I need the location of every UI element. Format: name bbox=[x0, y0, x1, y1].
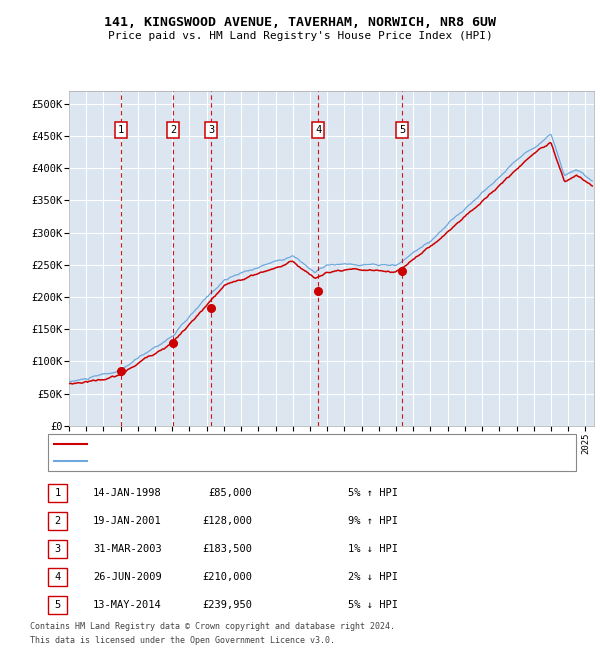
Text: 3: 3 bbox=[208, 125, 214, 135]
Text: 2% ↓ HPI: 2% ↓ HPI bbox=[348, 572, 398, 582]
Text: £85,000: £85,000 bbox=[208, 488, 252, 498]
Text: £183,500: £183,500 bbox=[202, 544, 252, 554]
Text: £239,950: £239,950 bbox=[202, 600, 252, 610]
Text: 4: 4 bbox=[315, 125, 322, 135]
Text: HPI: Average price, detached house, Broadland: HPI: Average price, detached house, Broa… bbox=[93, 456, 329, 465]
Text: 5% ↓ HPI: 5% ↓ HPI bbox=[348, 600, 398, 610]
Text: 141, KINGSWOOD AVENUE, TAVERHAM, NORWICH, NR8 6UW (detached house): 141, KINGSWOOD AVENUE, TAVERHAM, NORWICH… bbox=[93, 439, 439, 448]
Text: 19-JAN-2001: 19-JAN-2001 bbox=[93, 516, 162, 526]
Text: 3: 3 bbox=[55, 544, 61, 554]
Text: 2: 2 bbox=[55, 516, 61, 526]
Text: £128,000: £128,000 bbox=[202, 516, 252, 526]
Text: 31-MAR-2003: 31-MAR-2003 bbox=[93, 544, 162, 554]
Text: 141, KINGSWOOD AVENUE, TAVERHAM, NORWICH, NR8 6UW: 141, KINGSWOOD AVENUE, TAVERHAM, NORWICH… bbox=[104, 16, 496, 29]
Text: 13-MAY-2014: 13-MAY-2014 bbox=[93, 600, 162, 610]
Text: 5: 5 bbox=[55, 600, 61, 610]
Text: Price paid vs. HM Land Registry's House Price Index (HPI): Price paid vs. HM Land Registry's House … bbox=[107, 31, 493, 40]
Text: 1: 1 bbox=[55, 488, 61, 498]
Text: 5: 5 bbox=[399, 125, 406, 135]
Text: 9% ↑ HPI: 9% ↑ HPI bbox=[348, 516, 398, 526]
Text: 1: 1 bbox=[118, 125, 124, 135]
Text: £210,000: £210,000 bbox=[202, 572, 252, 582]
Text: 26-JUN-2009: 26-JUN-2009 bbox=[93, 572, 162, 582]
Text: 14-JAN-1998: 14-JAN-1998 bbox=[93, 488, 162, 498]
Text: 1% ↓ HPI: 1% ↓ HPI bbox=[348, 544, 398, 554]
Text: 4: 4 bbox=[55, 572, 61, 582]
Text: 2: 2 bbox=[170, 125, 176, 135]
Text: This data is licensed under the Open Government Licence v3.0.: This data is licensed under the Open Gov… bbox=[30, 636, 335, 645]
Text: Contains HM Land Registry data © Crown copyright and database right 2024.: Contains HM Land Registry data © Crown c… bbox=[30, 622, 395, 631]
Text: 5% ↑ HPI: 5% ↑ HPI bbox=[348, 488, 398, 498]
